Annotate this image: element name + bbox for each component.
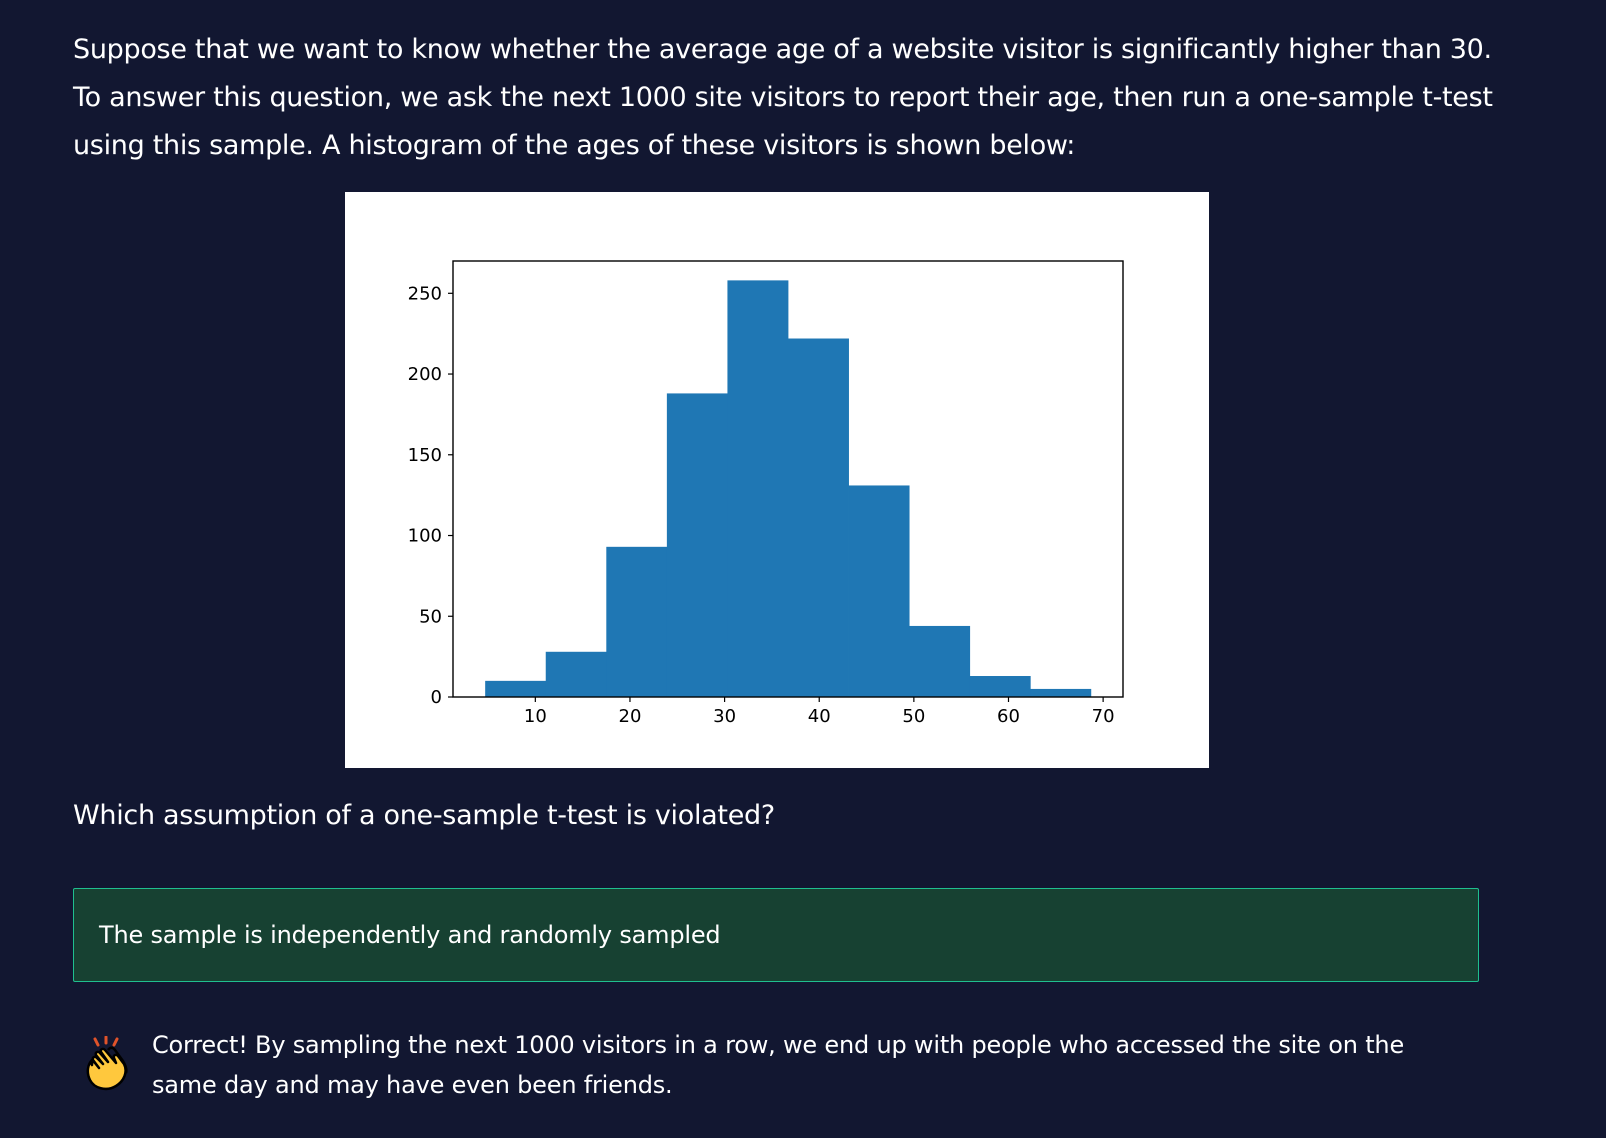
y-tick-label: 200 — [408, 364, 442, 385]
x-tick-label: 70 — [1092, 706, 1115, 727]
histogram-figure: 10 20 30 40 50 60 70 0 50 100 150 200 250 — [345, 192, 1209, 768]
histogram-bar — [788, 338, 849, 697]
histogram-bar — [545, 651, 607, 697]
plot-frame — [452, 260, 1124, 698]
histogram-bar — [1030, 688, 1092, 697]
y-tick-label: 150 — [408, 445, 442, 466]
question-intro: Suppose that we want to know whether the… — [73, 26, 1553, 170]
x-tick-label: 40 — [808, 706, 831, 727]
question-prompt: Which assumption of a one-sample t-test … — [73, 800, 775, 831]
y-tick-label: 250 — [408, 283, 442, 304]
y-axis-ticks: 0 50 100 150 200 250 — [408, 283, 453, 708]
y-tick-label: 50 — [419, 606, 442, 627]
intro-line-1: Suppose that we want to know whether the… — [73, 34, 1492, 65]
histogram-bar — [606, 546, 668, 697]
feedback-message: Correct! By sampling the next 1000 visit… — [152, 1025, 1405, 1105]
clapping-hands-icon — [78, 1035, 136, 1094]
x-tick-label: 30 — [713, 706, 736, 727]
answer-option-correct[interactable]: The sample is independently and randomly… — [73, 888, 1479, 982]
intro-line-2: To answer this question, we ask the next… — [73, 82, 1493, 113]
x-axis-ticks: 10 20 30 40 50 60 70 — [524, 697, 1115, 727]
histogram-bar — [909, 625, 971, 697]
feedback-line-1: Correct! By sampling the next 1000 visit… — [152, 1031, 1405, 1059]
intro-line-3: using this sample. A histogram of the ag… — [73, 130, 1076, 161]
histogram-bar — [969, 676, 1031, 697]
y-tick-label: 100 — [408, 526, 442, 547]
histogram-bar — [485, 680, 547, 697]
feedback-line-2: same day and may have even been friends. — [152, 1071, 673, 1099]
age-histogram: 10 20 30 40 50 60 70 0 50 100 150 200 250 — [408, 260, 1124, 727]
x-tick-label: 20 — [619, 706, 642, 727]
x-tick-label: 10 — [524, 706, 547, 727]
histogram-bars — [485, 280, 1092, 697]
histogram-bar — [848, 485, 910, 697]
histogram-bar — [727, 280, 789, 697]
x-tick-label: 60 — [997, 706, 1020, 727]
y-tick-label: 0 — [431, 687, 442, 708]
histogram-bar — [666, 393, 728, 697]
answer-option-label: The sample is independently and randomly… — [99, 921, 721, 949]
x-tick-label: 50 — [902, 706, 925, 727]
